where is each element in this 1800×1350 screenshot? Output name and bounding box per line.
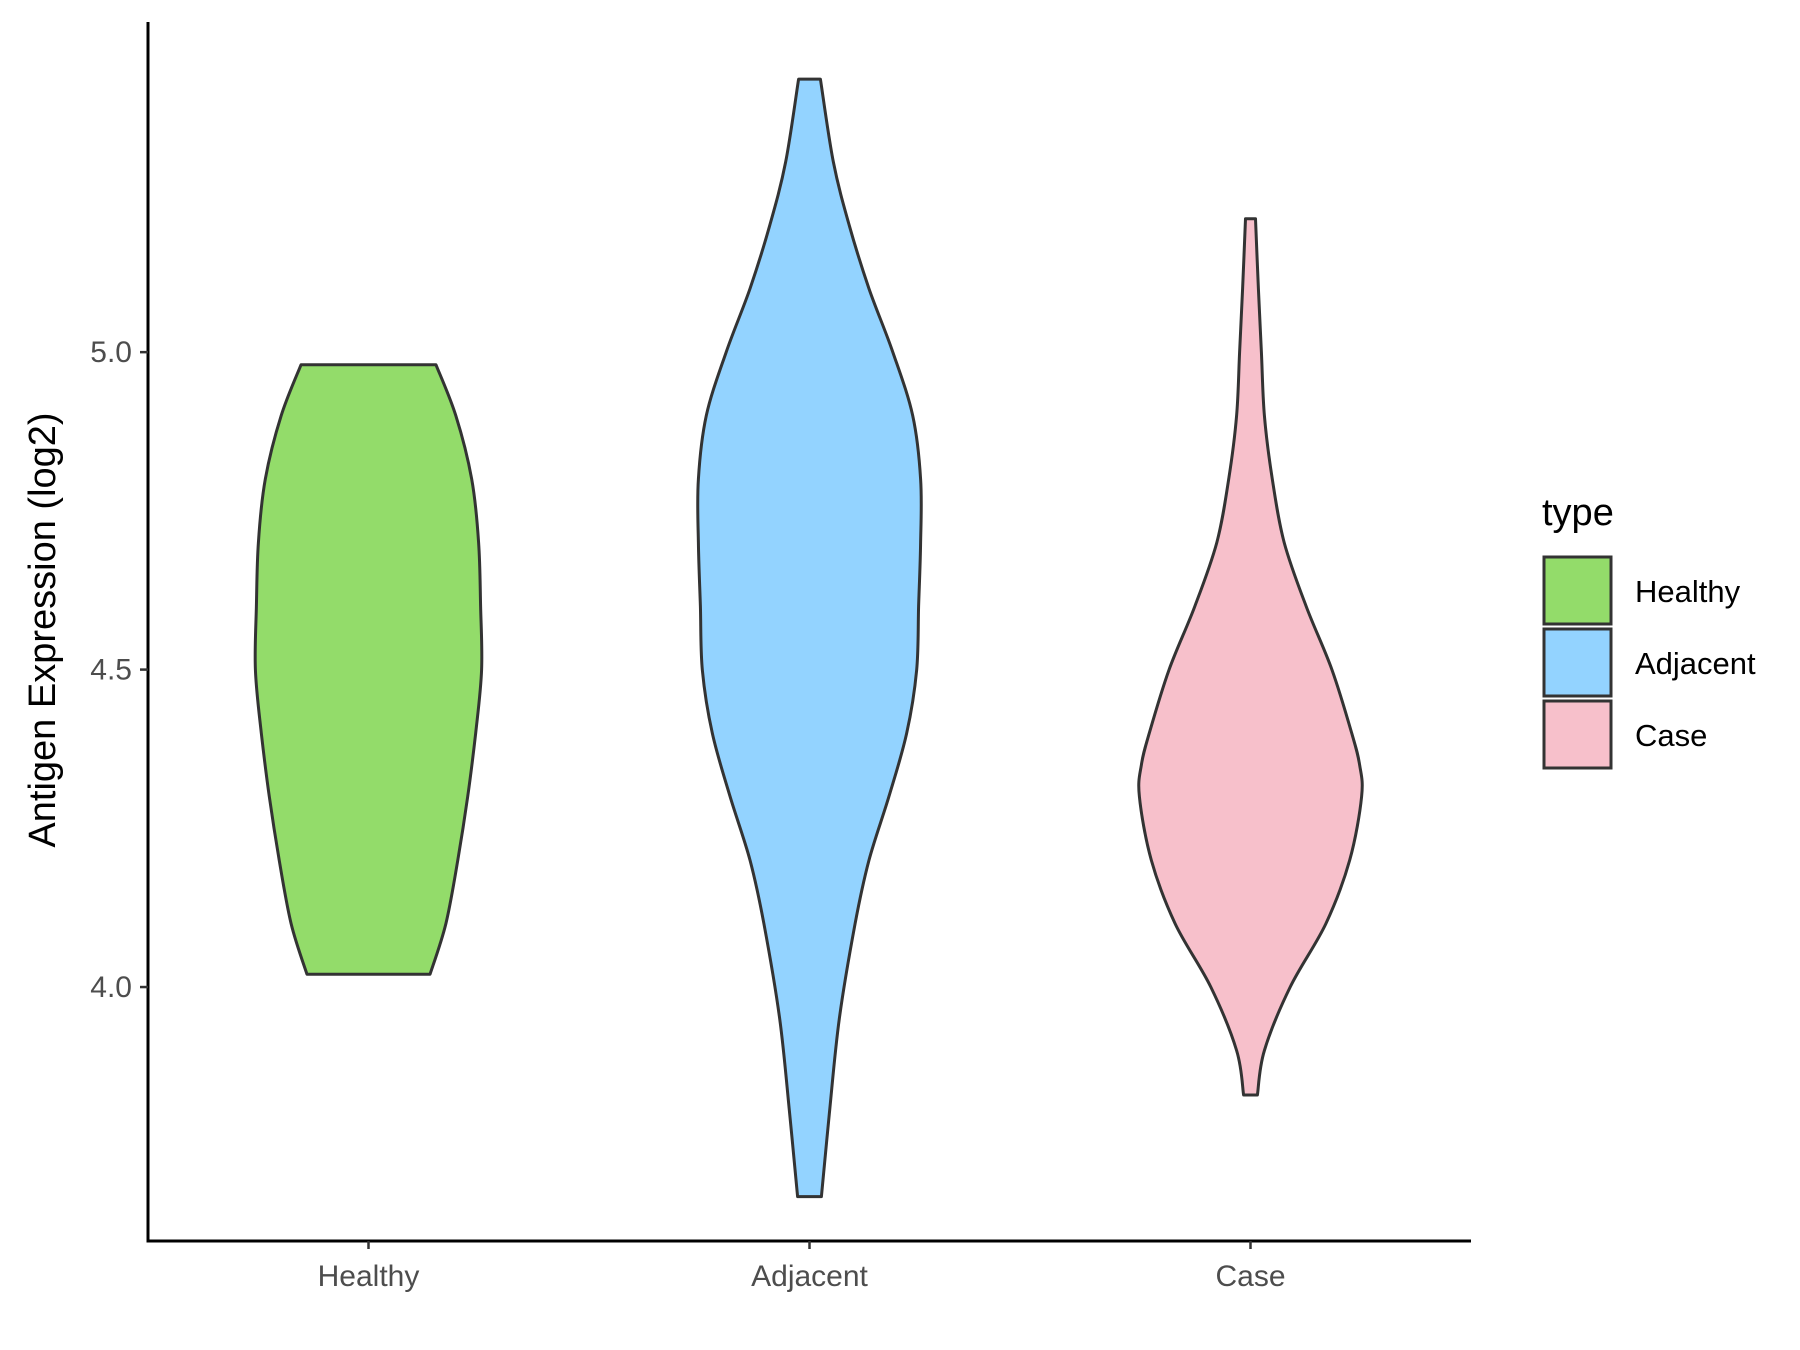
legend-label-case: Case <box>1635 718 1707 753</box>
x-tick-label: Healthy <box>318 1260 420 1293</box>
y-tick-label: 4.5 <box>90 654 132 687</box>
x-tick-label: Adjacent <box>751 1260 868 1293</box>
legend-label-healthy: Healthy <box>1635 574 1741 609</box>
y-ticks: 4.0 4.5 5.0 <box>90 336 148 1004</box>
legend-items: Healthy Adjacent Case <box>1542 555 1756 770</box>
legend-key-healthy <box>1542 555 1613 626</box>
legend-key-adjacent <box>1542 627 1613 698</box>
y-tick-label: 5.0 <box>90 336 132 369</box>
violin-adjacent <box>696 77 923 1199</box>
x-tick-label: Case <box>1215 1260 1285 1293</box>
legend: type Healthy Adjacent Case <box>1542 492 1756 770</box>
x-axis: Healthy Adjacent Case <box>146 1239 1471 1293</box>
violin-layer <box>253 77 1364 1199</box>
x-ticks: Healthy Adjacent Case <box>318 1241 1286 1293</box>
legend-label-adjacent: Adjacent <box>1635 646 1756 681</box>
legend-key-case <box>1542 699 1613 770</box>
y-axis-title: Antigen Expression (log2) <box>22 412 64 847</box>
y-tick-label: 4.0 <box>90 971 132 1004</box>
y-axis: 4.0 4.5 5.0 <box>90 22 150 1242</box>
legend-title: type <box>1542 492 1614 534</box>
violin-case <box>1137 217 1364 1097</box>
violin-healthy <box>253 363 484 976</box>
